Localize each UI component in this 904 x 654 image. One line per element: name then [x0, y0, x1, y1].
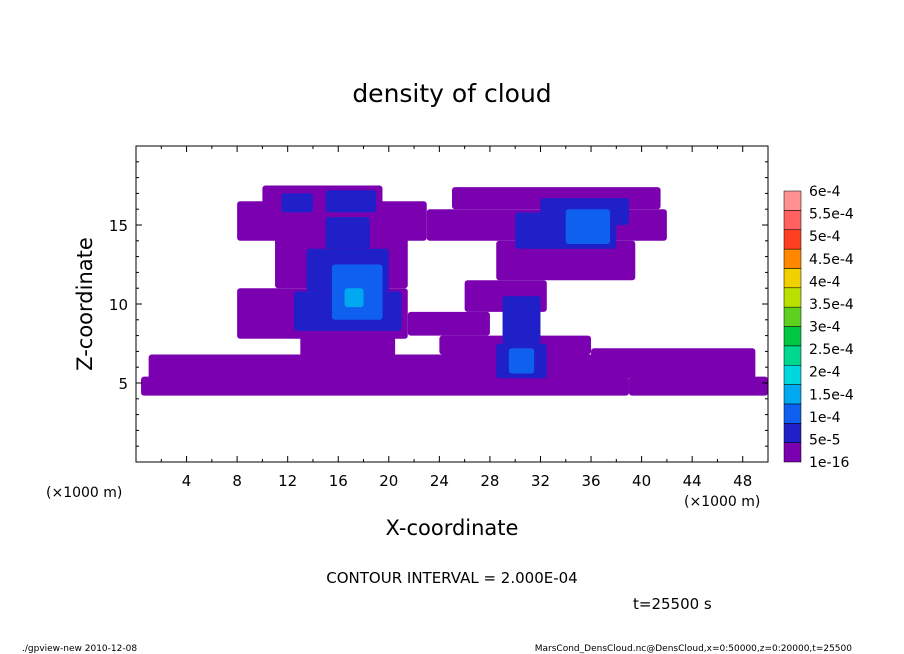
y-axis-label: Z-coordinate — [73, 237, 97, 371]
colorbar: 1e-16 5e-5 1e-4 1.5e-4 2e-4 2.5e-4 3e-4 3.5e-4 4… — [783, 184, 854, 471]
x-unit-right: (×1000 m) — [684, 494, 760, 510]
contour-region — [325, 217, 370, 249]
x-tick-label: 28 — [480, 472, 499, 490]
contour-region — [508, 348, 535, 374]
x-tick-label: 20 — [379, 472, 398, 490]
x-tick-label: 36 — [581, 472, 600, 490]
colorbar-label: 5e-4 — [809, 229, 841, 245]
x-tick-label: 8 — [232, 472, 242, 490]
colorbar-label: 2.5e-4 — [809, 342, 854, 358]
colorbar-label: 2e-4 — [809, 365, 841, 381]
colorbar-label: 4e-4 — [809, 274, 841, 290]
x-unit-left: (×1000 m) — [46, 485, 122, 501]
y-axis: 5 10 15 — [109, 161, 768, 447]
colorbar-swatch — [783, 229, 802, 250]
x-tick-label: 40 — [632, 472, 651, 490]
colorbar-swatch — [783, 326, 802, 347]
x-tick-label: 32 — [531, 472, 550, 490]
colorbar-swatch — [783, 423, 802, 443]
x-tick-label: 12 — [278, 472, 297, 490]
contour-region — [300, 327, 396, 365]
contour-region — [628, 376, 768, 396]
colorbar-swatch — [783, 268, 802, 289]
contour-fill-layer — [141, 185, 768, 396]
contour-region — [141, 376, 629, 396]
colorbar-swatch — [783, 403, 802, 424]
colorbar-label: 4.5e-4 — [809, 252, 854, 268]
colorbar-swatch — [783, 384, 802, 405]
contour-region — [591, 348, 756, 379]
colorbar-swatch — [783, 306, 802, 327]
colorbar-swatch — [783, 442, 802, 463]
colorbar-swatch — [783, 210, 802, 230]
colorbar-label: 1e-16 — [809, 455, 849, 471]
contour-region — [325, 190, 377, 213]
footer-program: ./gpview-new 2010-12-08 — [22, 644, 137, 654]
colorbar-swatch — [783, 287, 802, 308]
colorbar-label: 3e-4 — [809, 320, 841, 336]
contour-region — [502, 296, 541, 344]
colorbar-swatch — [783, 190, 802, 211]
x-tick-label: 4 — [182, 472, 192, 490]
colorbar-label: 3.5e-4 — [809, 297, 854, 313]
x-axis-label: X-coordinate — [386, 516, 519, 540]
contour-interval-label: CONTOUR INTERVAL = 2.000E-04 — [326, 569, 577, 587]
colorbar-label: 5e-5 — [809, 432, 840, 448]
colorbar-label: 6e-4 — [809, 184, 841, 200]
footer-source: MarsCond_DensCloud.nc@DensCloud,x=0:5000… — [535, 644, 852, 654]
contour-region — [496, 240, 636, 281]
colorbar-swatch — [783, 248, 802, 269]
colorbar-label: 1.5e-4 — [809, 387, 854, 403]
x-axis: 4 8 12 16 20 24 28 32 36 40 44 48 — [160, 146, 752, 490]
x-tick-label: 16 — [329, 472, 348, 490]
colorbar-swatch — [783, 364, 802, 385]
x-tick-label: 44 — [683, 472, 702, 490]
x-tick-label: 48 — [733, 472, 752, 490]
contour-region — [565, 209, 610, 244]
y-tick-label: 10 — [109, 296, 128, 314]
time-label: t=25500 s — [633, 595, 712, 613]
colorbar-label: 5.5e-4 — [809, 207, 854, 223]
colorbar-swatch — [783, 345, 802, 366]
contour-region — [344, 288, 364, 308]
colorbar-label: 1e-4 — [809, 410, 841, 426]
plot-area — [135, 145, 769, 463]
x-tick-label: 24 — [430, 472, 449, 490]
y-tick-label: 15 — [109, 217, 128, 235]
chart-title: density of cloud — [352, 79, 551, 108]
y-tick-label: 5 — [118, 375, 128, 393]
contour-region — [281, 193, 313, 213]
contour-region — [407, 311, 490, 336]
